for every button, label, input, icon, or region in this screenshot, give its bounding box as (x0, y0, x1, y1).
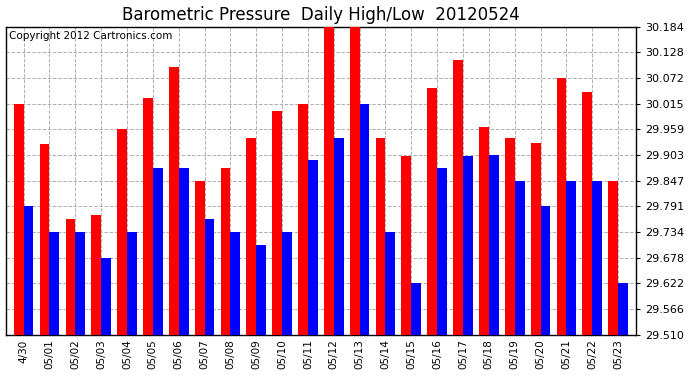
Bar (531, 142, 540, 335)
Bar (489, 155, 499, 335)
Bar (582, 92, 592, 335)
Bar (463, 156, 473, 335)
Bar (592, 181, 602, 335)
Bar (557, 78, 566, 335)
Bar (169, 67, 179, 335)
Bar (23, 206, 34, 335)
Title: Barometric Pressure  Daily High/Low  20120524: Barometric Pressure Daily High/Low 20120… (122, 6, 520, 24)
Text: Copyright 2012 Cartronics.com: Copyright 2012 Cartronics.com (9, 31, 172, 41)
Bar (453, 60, 463, 335)
Bar (75, 232, 85, 335)
Bar (334, 138, 344, 335)
Bar (91, 215, 101, 335)
Bar (609, 181, 618, 335)
Bar (515, 181, 524, 335)
Bar (350, 27, 359, 335)
Bar (427, 88, 437, 335)
Bar (298, 104, 308, 335)
Bar (566, 181, 576, 335)
Bar (411, 284, 421, 335)
Bar (153, 168, 163, 335)
Bar (479, 127, 489, 335)
Bar (324, 27, 334, 335)
Bar (282, 232, 292, 335)
Bar (127, 232, 137, 335)
Bar (39, 144, 50, 335)
Bar (179, 168, 188, 335)
Bar (117, 129, 127, 335)
Bar (195, 181, 204, 335)
Bar (308, 160, 318, 335)
Bar (402, 156, 411, 335)
Bar (540, 206, 551, 335)
Bar (14, 104, 23, 335)
Bar (246, 138, 256, 335)
Bar (505, 138, 515, 335)
Bar (618, 284, 628, 335)
Bar (375, 138, 386, 335)
Bar (256, 245, 266, 335)
Bar (66, 219, 75, 335)
Bar (386, 232, 395, 335)
Bar (273, 111, 282, 335)
Bar (230, 232, 240, 335)
Bar (437, 168, 447, 335)
Bar (101, 258, 111, 335)
Bar (359, 104, 369, 335)
Bar (221, 168, 230, 335)
Bar (50, 232, 59, 335)
Bar (143, 98, 153, 335)
Bar (204, 219, 215, 335)
